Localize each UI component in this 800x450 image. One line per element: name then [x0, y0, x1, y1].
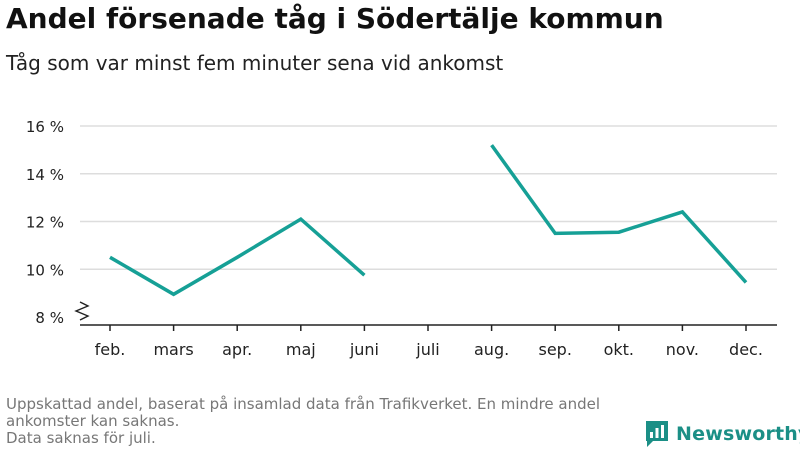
footnote: Uppskattad andel, baserat på insamlad da…: [6, 396, 636, 447]
y-tick-label: 8 %: [35, 309, 64, 327]
x-tick-label: nov.: [666, 340, 699, 359]
x-axis: feb. mars apr. maj juni juli aug. sep. okt. nov. d…: [80, 324, 777, 359]
y-tick-label: 10 %: [26, 261, 64, 279]
x-tick-label: aug.: [474, 340, 509, 359]
x-tick-label: dec.: [729, 340, 763, 359]
axis-break-mark: [74, 301, 90, 321]
x-tick-label: sep.: [538, 340, 571, 359]
series-line-segment: [490, 144, 748, 284]
y-tick-label: 16 %: [26, 118, 64, 136]
footnote-missing-data: Data saknas för juli.: [6, 429, 156, 447]
x-tick-label: feb.: [95, 340, 126, 359]
line-chart: 8 % 10 % 12 % 14 % 16 % feb. mars apr. maj juni j…: [26, 118, 777, 359]
x-tick-label: apr.: [222, 340, 252, 359]
series-delayed-trains: [109, 144, 748, 297]
chart-subtitle: Tåg som var minst fem minuter sena vid a…: [6, 51, 504, 75]
x-tick-label: okt.: [604, 340, 634, 359]
y-axis-ticks: 8 % 10 % 12 % 14 % 16 %: [26, 118, 90, 327]
x-tick-label: mars: [153, 340, 193, 359]
x-tick-label: juli: [415, 340, 439, 359]
x-tick-label: maj: [286, 340, 316, 359]
series-line-segment: [109, 216, 366, 297]
bar-chart-speech-bubble-icon: [646, 421, 668, 447]
gridlines: [80, 125, 777, 270]
x-tick-label: juni: [349, 340, 379, 359]
footnote-source: Uppskattad andel, baserat på insamlad da…: [6, 395, 601, 430]
brand-logo: Newsworthy: [644, 420, 800, 448]
brand-name: Newsworthy: [676, 423, 800, 445]
y-tick-label: 14 %: [26, 166, 64, 184]
y-tick-label: 12 %: [26, 214, 64, 232]
chart-title: Andel försenade tåg i Södertälje kommun: [6, 2, 664, 35]
